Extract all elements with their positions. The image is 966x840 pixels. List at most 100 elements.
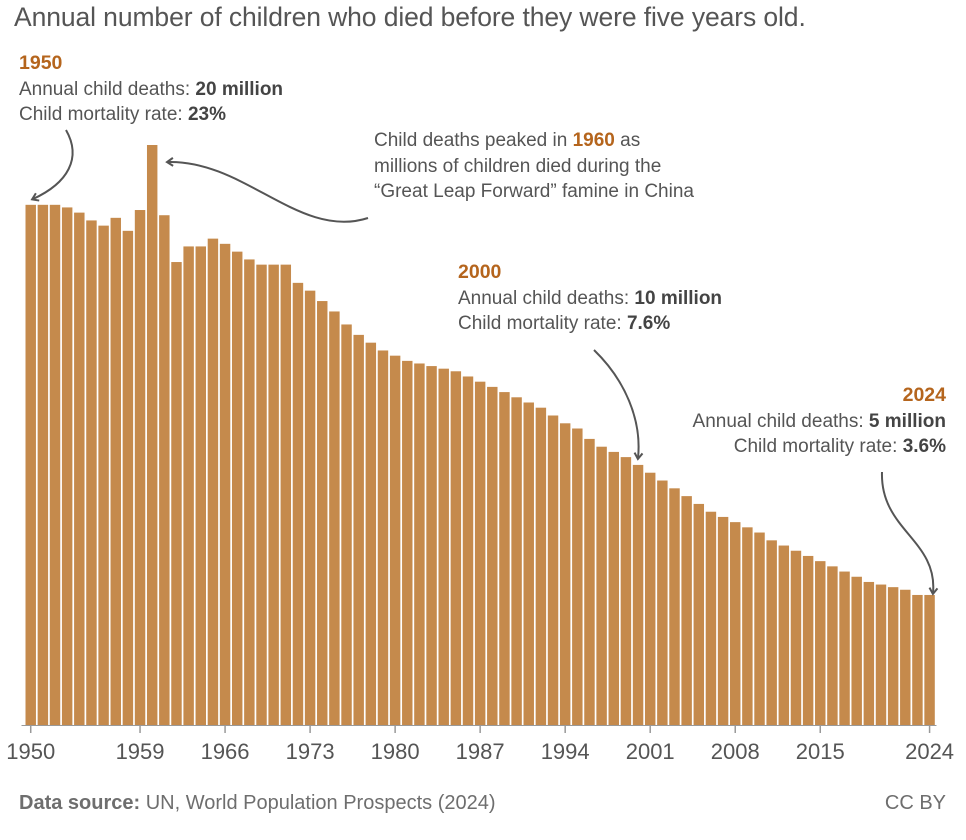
annotation-1950-deaths: 20 million xyxy=(195,78,284,100)
annotation-2024-year: 2024 xyxy=(902,384,946,406)
annotation-1950-rate: 23% xyxy=(187,104,226,125)
annotation-2024-rate-label: Child mortality rate: xyxy=(733,436,903,457)
bar-1961 xyxy=(159,215,170,725)
annotation-2024: 2024 Annual child deaths: 5 million Chil… xyxy=(693,383,946,460)
bar-1972 xyxy=(292,282,304,725)
bars xyxy=(25,145,935,726)
bar-2006 xyxy=(705,511,717,725)
bar-1988 xyxy=(487,386,498,725)
bar-1962 xyxy=(171,262,182,725)
bar-2019 xyxy=(863,581,875,725)
bar-1981 xyxy=(402,360,413,725)
annotation-1950-deaths-label: Annual child deaths: xyxy=(19,78,196,100)
annotation-1950-year: 1950 xyxy=(19,52,63,74)
annotation-2000-rate: 7.6% xyxy=(626,313,671,334)
bar-1970 xyxy=(268,264,279,725)
bar-1977 xyxy=(353,334,364,725)
annotation-2000-deaths: 10 million xyxy=(634,287,723,309)
bar-1976 xyxy=(341,324,352,725)
bar-2003 xyxy=(669,488,680,725)
annotation-2000-year: 2000 xyxy=(458,261,502,283)
x-tick-label-2008: 2008 xyxy=(711,739,760,764)
bar-1984 xyxy=(438,368,449,725)
x-tick-label-2024: 2024 xyxy=(905,739,954,764)
bar-2022 xyxy=(900,589,911,725)
bar-1987 xyxy=(474,381,486,725)
x-tick-label-1994: 1994 xyxy=(541,739,590,764)
arrow-1960 xyxy=(165,157,369,223)
bar-1994 xyxy=(559,423,571,725)
bar-1965 xyxy=(207,238,219,725)
bar-2008 xyxy=(730,522,741,725)
bar-1968 xyxy=(244,259,255,725)
bar-2024 xyxy=(924,594,935,725)
bar-1978 xyxy=(365,342,377,725)
bar-1958 xyxy=(122,230,134,725)
data-source-text: UN, World Population Prospects (2024) xyxy=(140,792,496,814)
bar-2023 xyxy=(912,594,923,725)
bar-2015 xyxy=(815,561,826,725)
bar-1957 xyxy=(110,217,121,725)
bar-1996 xyxy=(584,438,595,725)
bar-1995 xyxy=(572,428,583,725)
bar-2001 xyxy=(644,472,656,725)
bar-1992 xyxy=(535,407,547,725)
annotation-1960-year: 1960 xyxy=(572,130,615,151)
bar-1989 xyxy=(499,392,510,725)
x-tick-label-1966: 1966 xyxy=(201,739,250,764)
x-tick-label-1987: 1987 xyxy=(456,739,505,764)
bar-1963 xyxy=(183,246,194,725)
x-axis: 1950 1959 1966 1973 1980 1987 1994 2001 2008 2015… xyxy=(6,725,954,764)
bar-1975 xyxy=(329,311,340,725)
bar-2000 xyxy=(632,464,644,725)
bar-2021 xyxy=(887,587,899,725)
bar-1999 xyxy=(620,457,632,725)
x-tick-label-1950: 1950 xyxy=(6,739,55,764)
bar-1983 xyxy=(426,366,437,725)
annotation-2000: 2000 Annual child deaths: 10 million Chi… xyxy=(458,260,722,337)
bar-1998 xyxy=(608,451,619,725)
bar-1986 xyxy=(462,376,474,725)
x-tick-label-1980: 1980 xyxy=(371,739,420,764)
annotation-1960-post: as xyxy=(614,130,641,151)
bar-1991 xyxy=(523,402,534,725)
bar-1993 xyxy=(547,415,559,725)
bar-1955 xyxy=(86,220,97,725)
bar-1964 xyxy=(195,246,206,725)
bar-1951 xyxy=(37,204,49,725)
bar-2004 xyxy=(681,496,692,725)
annotation-arrows xyxy=(30,129,939,596)
annotation-1950: 1950 Annual child deaths: 20 million Chi… xyxy=(19,51,283,128)
x-tick-label-2001: 2001 xyxy=(626,739,675,764)
annotation-2024-rate: 3.6% xyxy=(902,436,946,457)
bar-2020 xyxy=(875,584,887,725)
x-tick-label-1959: 1959 xyxy=(116,739,165,764)
bar-2011 xyxy=(766,540,777,725)
bar-2005 xyxy=(693,503,705,725)
annotation-2000-rate-label: Child mortality rate: xyxy=(458,313,627,334)
bar-1954 xyxy=(74,212,85,725)
x-tick-label-1973: 1973 xyxy=(286,739,335,764)
bar-2010 xyxy=(754,532,765,725)
annotation-2000-deaths-label: Annual child deaths: xyxy=(458,287,635,309)
bar-1952 xyxy=(49,204,61,725)
bar-1967 xyxy=(231,251,243,725)
bar-2002 xyxy=(657,480,668,725)
annotation-1960-line2: millions of children died during the xyxy=(374,155,662,177)
x-tick-label-2015: 2015 xyxy=(796,739,845,764)
arrow-1950 xyxy=(30,129,74,202)
bar-1966 xyxy=(219,243,231,725)
bar-2009 xyxy=(742,527,753,725)
bar-1971 xyxy=(280,264,292,725)
annotation-2024-deaths: 5 million xyxy=(868,410,946,432)
arrow-2000 xyxy=(593,349,644,461)
bar-2018 xyxy=(851,576,862,725)
data-source: Data source: UN, World Population Prospe… xyxy=(19,792,496,815)
bar-1974 xyxy=(317,301,328,725)
chart-title: Annual number of children who died befor… xyxy=(14,2,806,32)
bar-1960 xyxy=(146,145,158,725)
annotation-2024-deaths-label: Annual child deaths: xyxy=(692,410,869,432)
bar-1956 xyxy=(98,225,109,725)
bar-1953 xyxy=(61,207,73,726)
arrow-2024 xyxy=(880,471,939,596)
